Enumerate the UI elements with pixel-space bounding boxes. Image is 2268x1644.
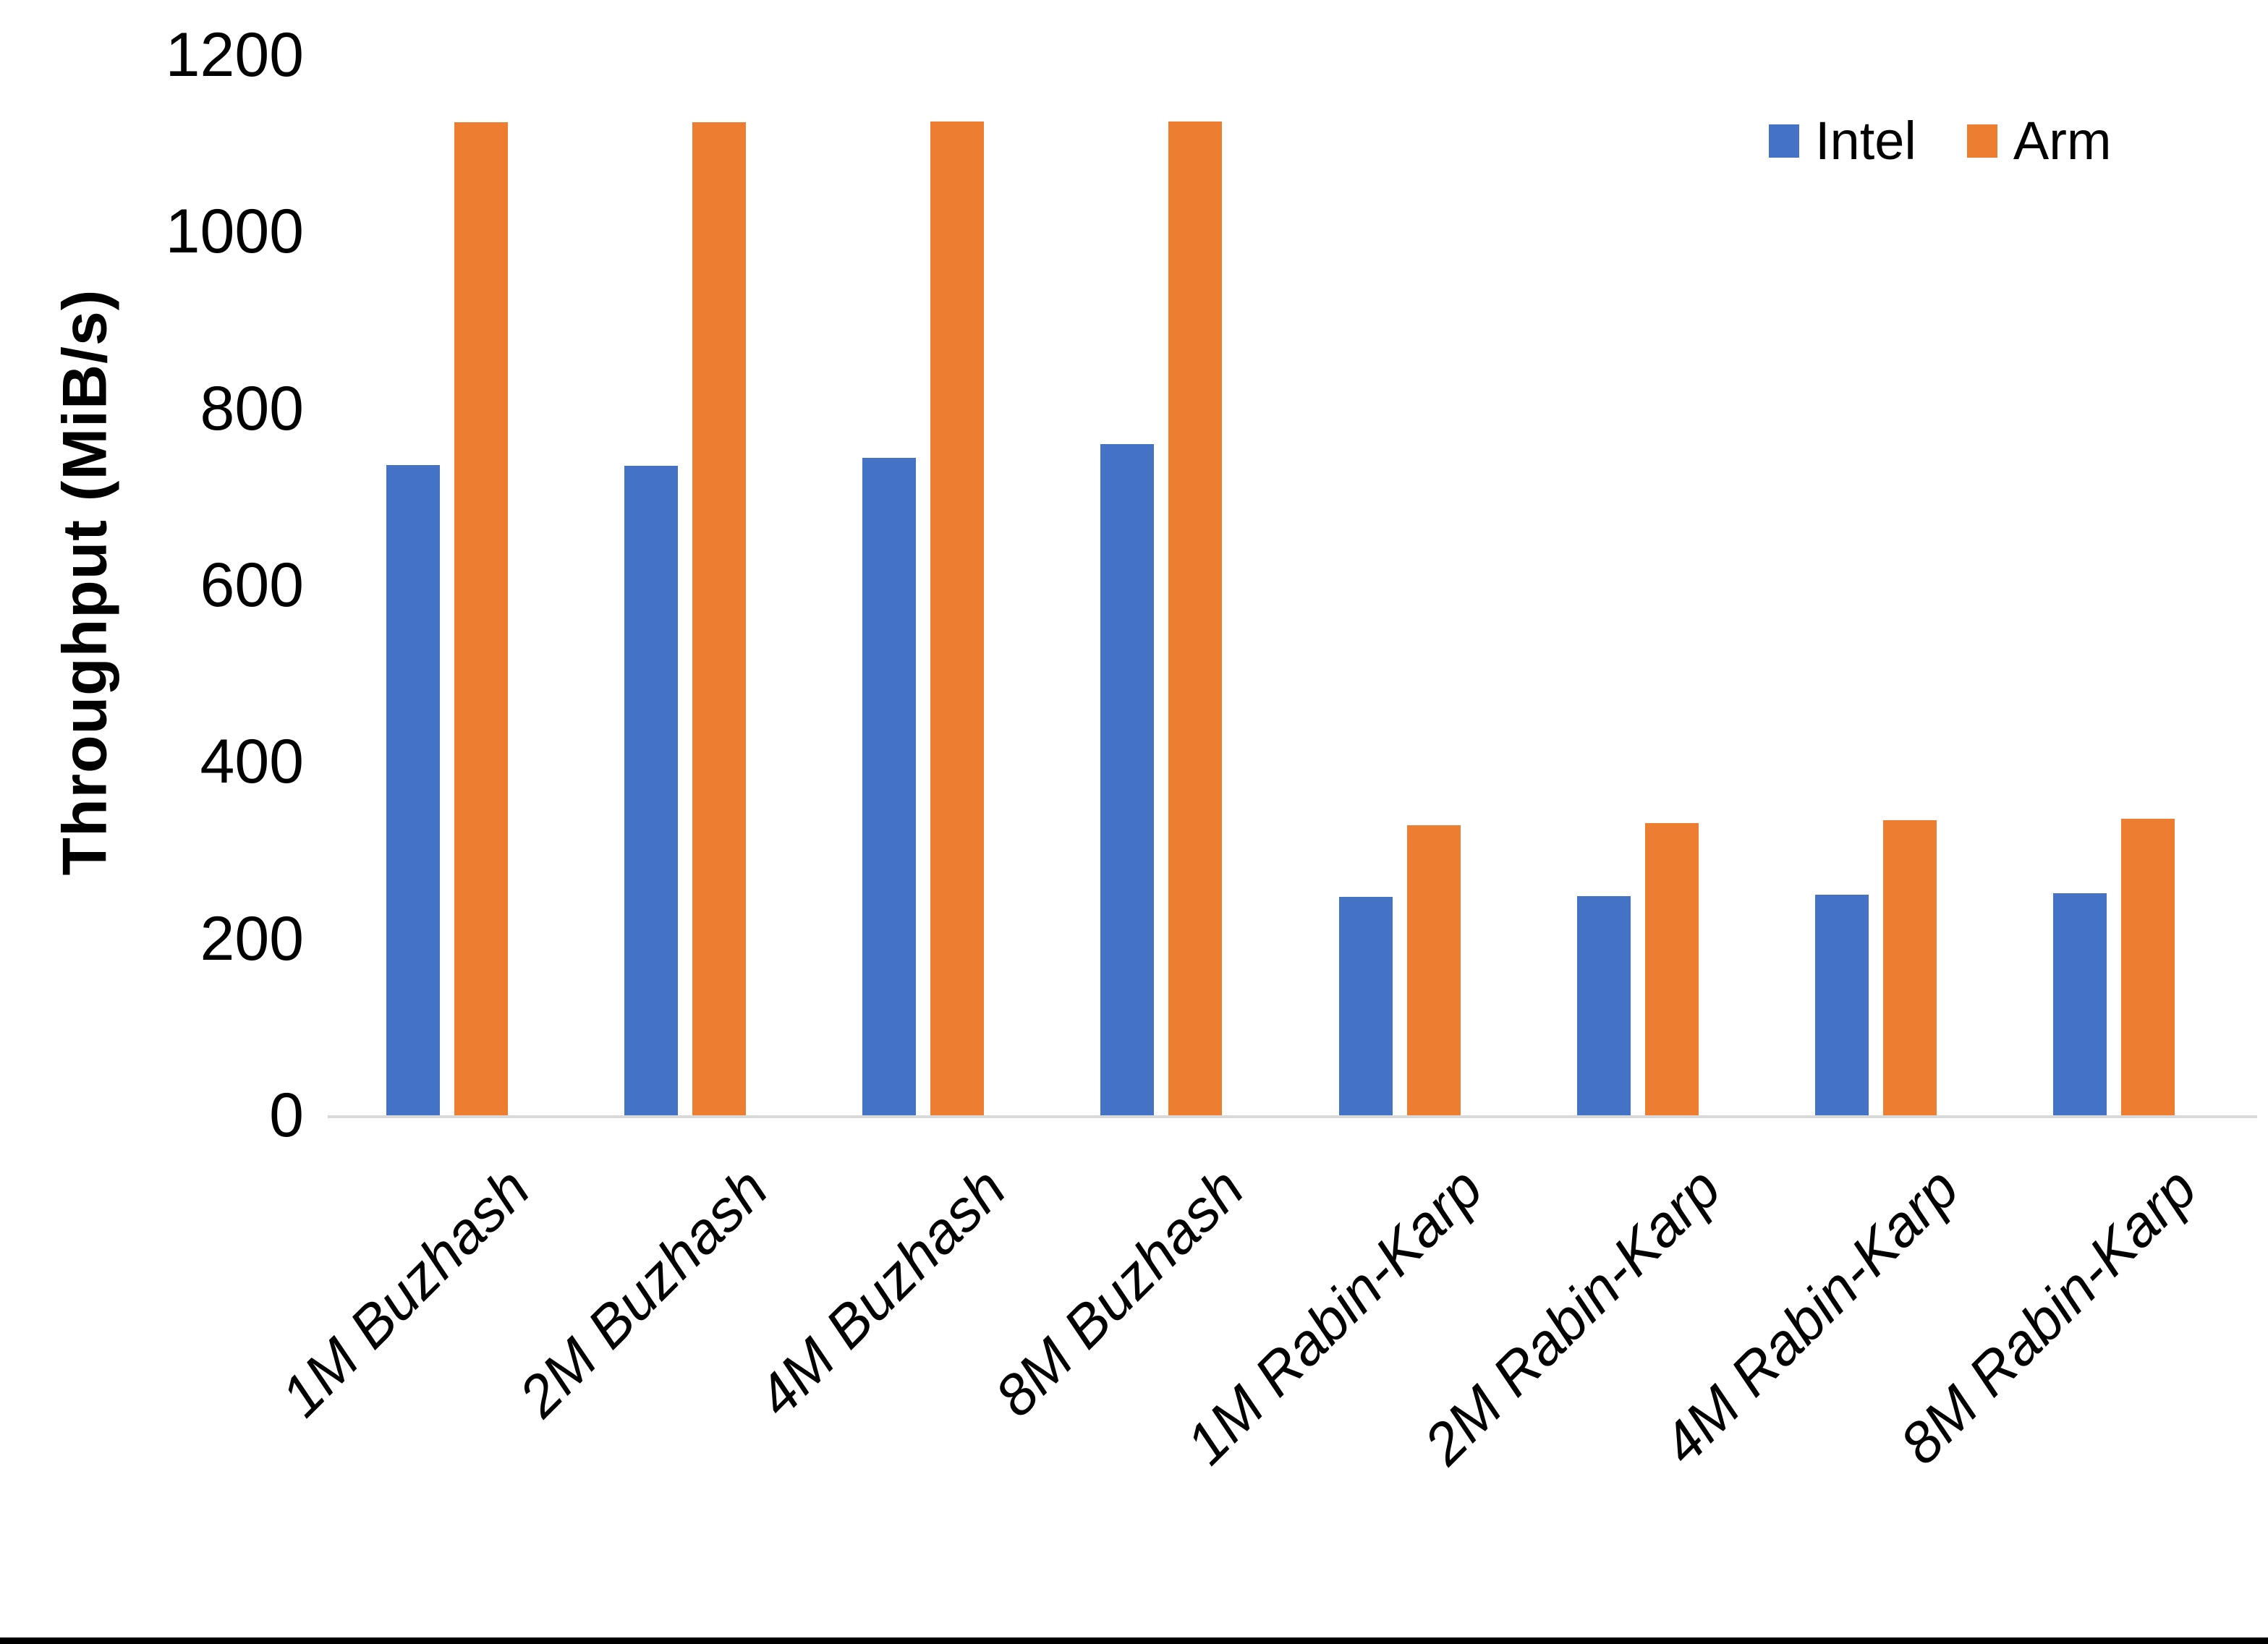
y-tick-1000: 1000 — [165, 197, 304, 267]
legend: Intel Arm — [1769, 114, 2112, 168]
y-tick-400: 400 — [200, 727, 305, 797]
legend-label-intel: Intel — [1815, 111, 1916, 171]
y-tick-200: 200 — [200, 903, 305, 974]
x-label-1m-buzhash: 1M Buzhash — [268, 1155, 542, 1429]
x-label-8m-buzhash: 8M Buzhash — [982, 1155, 1257, 1429]
x-label-2m-rabin-karp: 2M Rabin-Karp — [1411, 1155, 1733, 1477]
bar-intel-4m-rabin-karp — [1815, 895, 1869, 1115]
bar-arm-1m-buzhash — [454, 122, 508, 1115]
bar-arm-8m-buzhash — [1168, 122, 1222, 1115]
x-label-4m-buzhash: 4M Buzhash — [744, 1155, 1018, 1429]
legend-swatch-arm — [1966, 124, 1997, 158]
bar-arm-8m-rabin-karp — [2121, 819, 2175, 1115]
bar-intel-2m-rabin-karp — [1577, 896, 1631, 1115]
legend-swatch-intel — [1769, 124, 1799, 158]
bar-intel-4m-buzhash — [862, 458, 916, 1115]
x-axis-line — [328, 1115, 2257, 1118]
bar-intel-8m-rabin-karp — [2053, 893, 2107, 1115]
bar-arm-2m-rabin-karp — [1645, 823, 1699, 1115]
bottom-border — [0, 1637, 2268, 1644]
legend-label-arm: Arm — [2013, 111, 2112, 171]
bar-intel-1m-buzhash — [386, 465, 440, 1115]
x-label-2m-buzhash: 2M Buzhash — [506, 1155, 780, 1429]
x-label-1m-rabin-karp: 1M Rabin-Karp — [1173, 1155, 1495, 1477]
y-tick-600: 600 — [200, 550, 305, 620]
y-tick-0: 0 — [269, 1081, 304, 1150]
bar-intel-2m-buzhash — [624, 466, 678, 1115]
bar-arm-1m-rabin-karp — [1407, 825, 1461, 1115]
y-tick-1200: 1200 — [165, 20, 304, 90]
bar-intel-1m-rabin-karp — [1339, 897, 1393, 1115]
x-label-4m-rabin-karp: 4M Rabin-Karp — [1649, 1155, 1971, 1477]
legend-item-intel: Intel — [1769, 114, 1916, 168]
bar-intel-8m-buzhash — [1100, 444, 1154, 1115]
bar-arm-4m-buzhash — [930, 122, 984, 1115]
x-label-8m-rabin-karp: 8M Rabin-Karp — [1887, 1155, 2209, 1477]
legend-item-arm: Arm — [1966, 111, 2112, 171]
y-tick-800: 800 — [200, 373, 305, 443]
bar-arm-4m-rabin-karp — [1883, 820, 1937, 1115]
bar-arm-2m-buzhash — [692, 122, 746, 1115]
